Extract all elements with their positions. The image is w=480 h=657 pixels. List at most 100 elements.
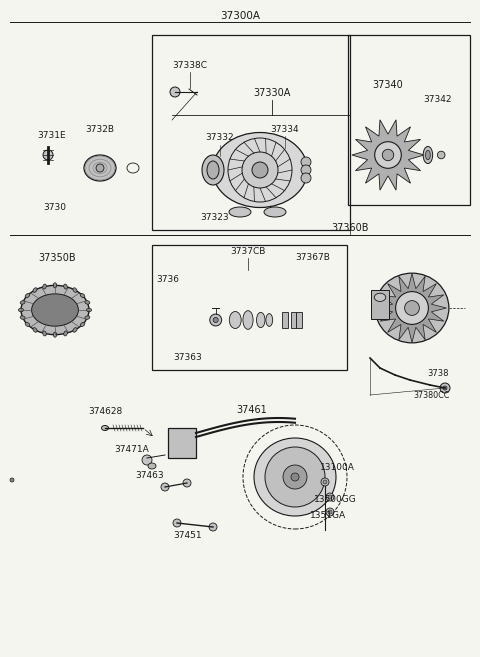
Bar <box>282 312 288 328</box>
Ellipse shape <box>80 323 85 327</box>
Text: 374628: 374628 <box>88 407 122 417</box>
Bar <box>168 428 196 458</box>
Bar <box>297 312 302 328</box>
Ellipse shape <box>73 328 77 332</box>
Circle shape <box>443 386 447 390</box>
Text: 37367B: 37367B <box>296 254 330 263</box>
Bar <box>152 245 347 370</box>
Ellipse shape <box>256 312 265 328</box>
Text: 3731E: 3731E <box>38 131 66 139</box>
Ellipse shape <box>84 155 116 181</box>
Text: 37330A: 37330A <box>253 88 291 98</box>
Polygon shape <box>352 120 424 190</box>
Circle shape <box>142 455 152 465</box>
Circle shape <box>440 383 450 393</box>
Polygon shape <box>378 273 446 342</box>
Text: 3730: 3730 <box>44 202 67 212</box>
Ellipse shape <box>266 313 273 327</box>
Text: 1351GA: 1351GA <box>310 510 346 520</box>
Text: 37363: 37363 <box>174 353 203 363</box>
Text: 37334: 37334 <box>271 125 300 135</box>
Circle shape <box>213 317 218 323</box>
Text: 37350B: 37350B <box>38 253 76 263</box>
Circle shape <box>382 149 394 161</box>
Ellipse shape <box>64 284 67 289</box>
Circle shape <box>326 493 334 501</box>
Text: 37300A: 37300A <box>220 11 260 21</box>
Ellipse shape <box>32 294 78 326</box>
Ellipse shape <box>86 308 92 311</box>
Circle shape <box>328 495 332 499</box>
Ellipse shape <box>80 294 85 298</box>
Circle shape <box>242 152 278 188</box>
Ellipse shape <box>254 438 336 516</box>
Ellipse shape <box>53 283 57 288</box>
Ellipse shape <box>101 426 108 430</box>
Ellipse shape <box>243 311 253 329</box>
Ellipse shape <box>437 151 445 159</box>
Text: 37471A: 37471A <box>115 445 149 455</box>
Circle shape <box>405 301 420 315</box>
Ellipse shape <box>43 331 46 336</box>
Bar <box>371 290 389 319</box>
Bar <box>290 312 297 328</box>
Circle shape <box>328 510 332 514</box>
Ellipse shape <box>374 293 386 302</box>
Circle shape <box>301 173 311 183</box>
Circle shape <box>326 508 334 516</box>
Ellipse shape <box>213 133 308 208</box>
Ellipse shape <box>229 207 251 217</box>
Circle shape <box>283 465 307 489</box>
Ellipse shape <box>229 311 241 328</box>
Ellipse shape <box>426 150 430 160</box>
Circle shape <box>10 478 14 482</box>
Ellipse shape <box>85 316 90 319</box>
Ellipse shape <box>33 328 37 332</box>
Circle shape <box>173 519 181 527</box>
Circle shape <box>321 478 329 486</box>
Ellipse shape <box>43 284 46 289</box>
Text: 3732B: 3732B <box>85 125 115 135</box>
Text: 37332: 37332 <box>206 133 234 143</box>
Ellipse shape <box>264 207 286 217</box>
Circle shape <box>252 162 268 178</box>
Ellipse shape <box>85 301 90 304</box>
Text: 3736: 3736 <box>156 275 180 284</box>
Text: 37360B: 37360B <box>331 223 369 233</box>
Circle shape <box>161 483 169 491</box>
Ellipse shape <box>375 273 449 343</box>
Text: 37380CC: 37380CC <box>414 390 450 399</box>
Text: 13100A: 13100A <box>320 463 354 472</box>
Circle shape <box>209 523 217 531</box>
Ellipse shape <box>18 308 24 311</box>
Circle shape <box>43 150 53 160</box>
Text: 3738: 3738 <box>427 369 449 378</box>
Bar <box>348 35 470 205</box>
Ellipse shape <box>33 288 37 292</box>
Ellipse shape <box>25 323 30 327</box>
Circle shape <box>291 473 299 481</box>
Circle shape <box>375 142 401 168</box>
Circle shape <box>96 164 104 172</box>
Ellipse shape <box>21 285 89 334</box>
Text: 37342: 37342 <box>424 95 452 104</box>
Circle shape <box>301 165 311 175</box>
Text: 37340: 37340 <box>372 80 403 90</box>
Ellipse shape <box>53 332 57 337</box>
Text: 13500GG: 13500GG <box>313 495 356 505</box>
Circle shape <box>301 157 311 167</box>
Text: 37338C: 37338C <box>172 60 207 70</box>
Ellipse shape <box>202 155 224 185</box>
Circle shape <box>323 480 327 484</box>
Text: 37463: 37463 <box>136 470 164 480</box>
Text: 37451: 37451 <box>174 530 202 539</box>
Circle shape <box>210 314 222 326</box>
Circle shape <box>183 479 191 487</box>
Circle shape <box>170 87 180 97</box>
Bar <box>152 35 350 230</box>
Ellipse shape <box>423 147 432 164</box>
Circle shape <box>265 447 325 507</box>
Text: 37323: 37323 <box>201 214 229 223</box>
Ellipse shape <box>20 316 25 319</box>
Text: 3737CB: 3737CB <box>230 248 266 256</box>
